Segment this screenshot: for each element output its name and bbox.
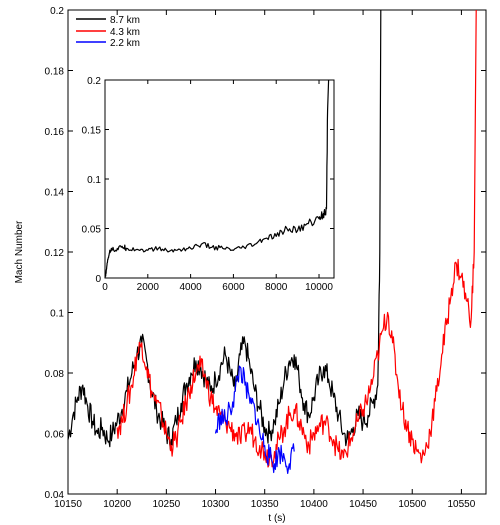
inset-plot: 0 2000 4000 6000 8000 10000 0 0.05 0.1 0.15 0.2	[82, 76, 335, 293]
legend-label-8-7km: 8.7 km	[110, 15, 140, 26]
main-x-tick-label: 10300	[202, 499, 230, 510]
inset-y-tick-label: 0.1	[87, 175, 101, 186]
inset-y-tick-label: 0.15	[82, 126, 102, 137]
inset-x-tick-label: 4000	[179, 282, 202, 293]
main-x-tick-label: 10550	[448, 499, 476, 510]
main-y-tick-label: 0.2	[50, 6, 64, 17]
legend: 8.7 km 4.3 km 2.2 km	[76, 15, 140, 49]
inset-y-tick-label: 0.05	[82, 225, 102, 236]
inset-axis-ticks: 0 2000 4000 6000 8000 10000 0 0.05 0.1 0.15 0.2	[82, 76, 334, 293]
main-y-tick-label: 0.04	[45, 490, 65, 501]
main-y-tick-label: 0.06	[45, 430, 65, 441]
main-x-tick-label: 10200	[103, 499, 131, 510]
inset-x-tick-label: 6000	[222, 282, 245, 293]
inset-y-tick-label: 0	[95, 274, 101, 285]
inset-y-tick-label: 0.2	[87, 76, 101, 87]
main-x-tick-label: 10450	[349, 499, 377, 510]
main-x-tick-label: 10250	[152, 499, 180, 510]
inset-x-tick-label: 8000	[265, 282, 288, 293]
main-y-tick-label: 0.08	[45, 369, 65, 380]
inset-x-tick-label: 0	[102, 282, 108, 293]
main-y-tick-label: 0.12	[45, 248, 65, 259]
main-x-tick-label: 10150	[54, 499, 82, 510]
inset-x-tick-label: 10000	[305, 282, 333, 293]
main-x-tick-label: 10400	[300, 499, 328, 510]
main-series-lines	[67, 9, 477, 474]
legend-label-2-2km: 2.2 km	[110, 38, 140, 49]
main-series-4-3-km	[116, 9, 477, 468]
x-axis-title: t (s)	[268, 513, 285, 524]
main-y-tick-label: 0.16	[45, 127, 65, 138]
main-y-tick-label: 0.14	[45, 188, 65, 199]
main-x-tick-label: 10350	[251, 499, 279, 510]
inset-x-tick-label: 2000	[137, 282, 160, 293]
main-y-tick-label: 0.1	[50, 309, 64, 320]
inset-background	[105, 80, 334, 278]
inset-series-line	[104, 79, 330, 279]
inset-series-lines	[104, 79, 330, 279]
y-axis-title: Mach Number	[14, 220, 25, 283]
main-axis-ticks: 10150 10200 10250 10300 10350 10400 10450 10500…	[45, 6, 486, 510]
main-series-2-2-km	[214, 365, 295, 474]
main-y-tick-label: 0.18	[45, 67, 65, 78]
legend-label-4-3km: 4.3 km	[110, 27, 140, 38]
main-x-tick-label: 10500	[398, 499, 426, 510]
